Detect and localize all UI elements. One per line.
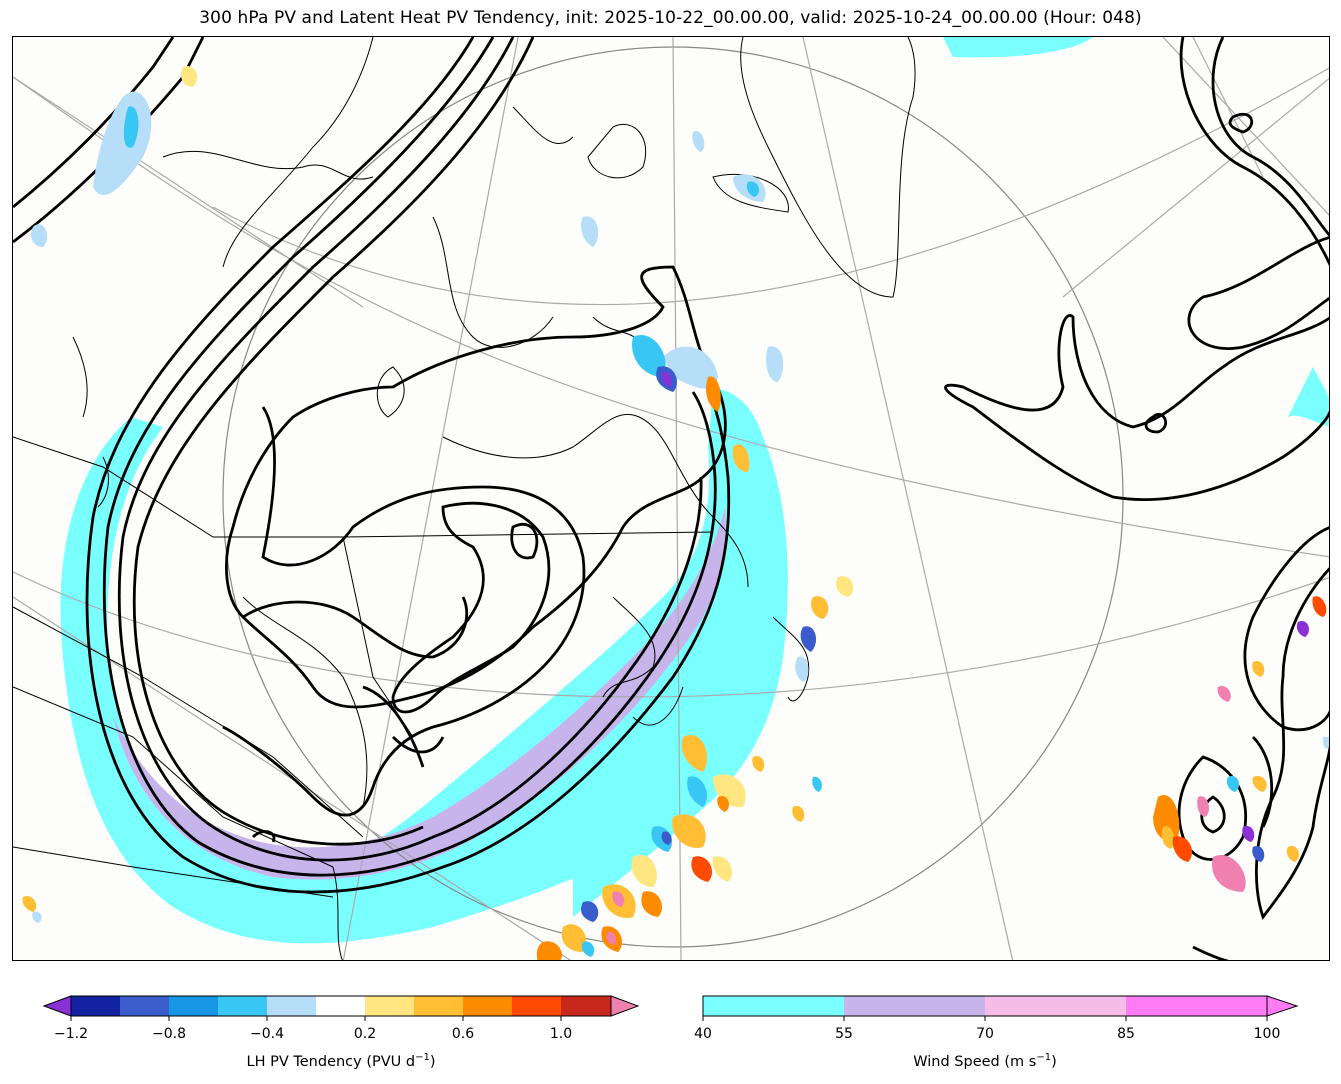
wind-speed-shading: [60, 387, 788, 944]
wind-colorbar-label: Wind Speed (m s−1): [913, 1052, 1057, 1070]
plot-title: 300 hPa PV and Latent Heat PV Tendency, …: [199, 8, 1142, 28]
wind-speed-colorbar: [702, 995, 1299, 1021]
wind-speed-shading-fareast: [1288, 367, 1329, 427]
map-canvas: [13, 37, 1329, 960]
wind-speed-shading-east: [573, 757, 713, 917]
wind-tick-label: 85: [1117, 1026, 1135, 1042]
coastlines: [13, 37, 916, 960]
jet-core-shading: [113, 507, 726, 880]
wind-tick-label: 100: [1253, 1026, 1281, 1042]
lh-pv-colorbar-graphic: [42, 995, 640, 1021]
lh-tick-label: −0.4: [250, 1026, 284, 1042]
lh-tick-label: −1.2: [54, 1026, 88, 1042]
wind-speed-colorbar-graphic: [702, 995, 1299, 1021]
lh-tick-label: 1.0: [549, 1026, 573, 1042]
lh-pv-tendency-shading: [22, 66, 1329, 960]
wind-speed-shading-ne: [943, 37, 1093, 58]
wind-tick-label: 40: [694, 1026, 712, 1042]
lh-tick-label: 0.2: [353, 1026, 377, 1042]
pv-contours: [13, 37, 1329, 960]
lh-colorbar-label: LH PV Tendency (PVU d−1): [246, 1052, 436, 1070]
wind-tick-label: 70: [976, 1026, 994, 1042]
lh-tick-label: 0.6: [451, 1026, 475, 1042]
lh-pv-colorbar: [42, 995, 640, 1021]
map-panel: [12, 36, 1330, 961]
wind-tick-label: 55: [835, 1026, 853, 1042]
lh-tick-label: −0.8: [152, 1026, 186, 1042]
